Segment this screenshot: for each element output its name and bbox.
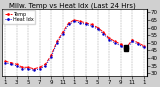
Legend: Temp, Heat Idx: Temp, Heat Idx <box>3 10 36 24</box>
Text: Milw. Temp vs Heat Idx (Last 24 Hrs): Milw. Temp vs Heat Idx (Last 24 Hrs) <box>9 2 136 9</box>
